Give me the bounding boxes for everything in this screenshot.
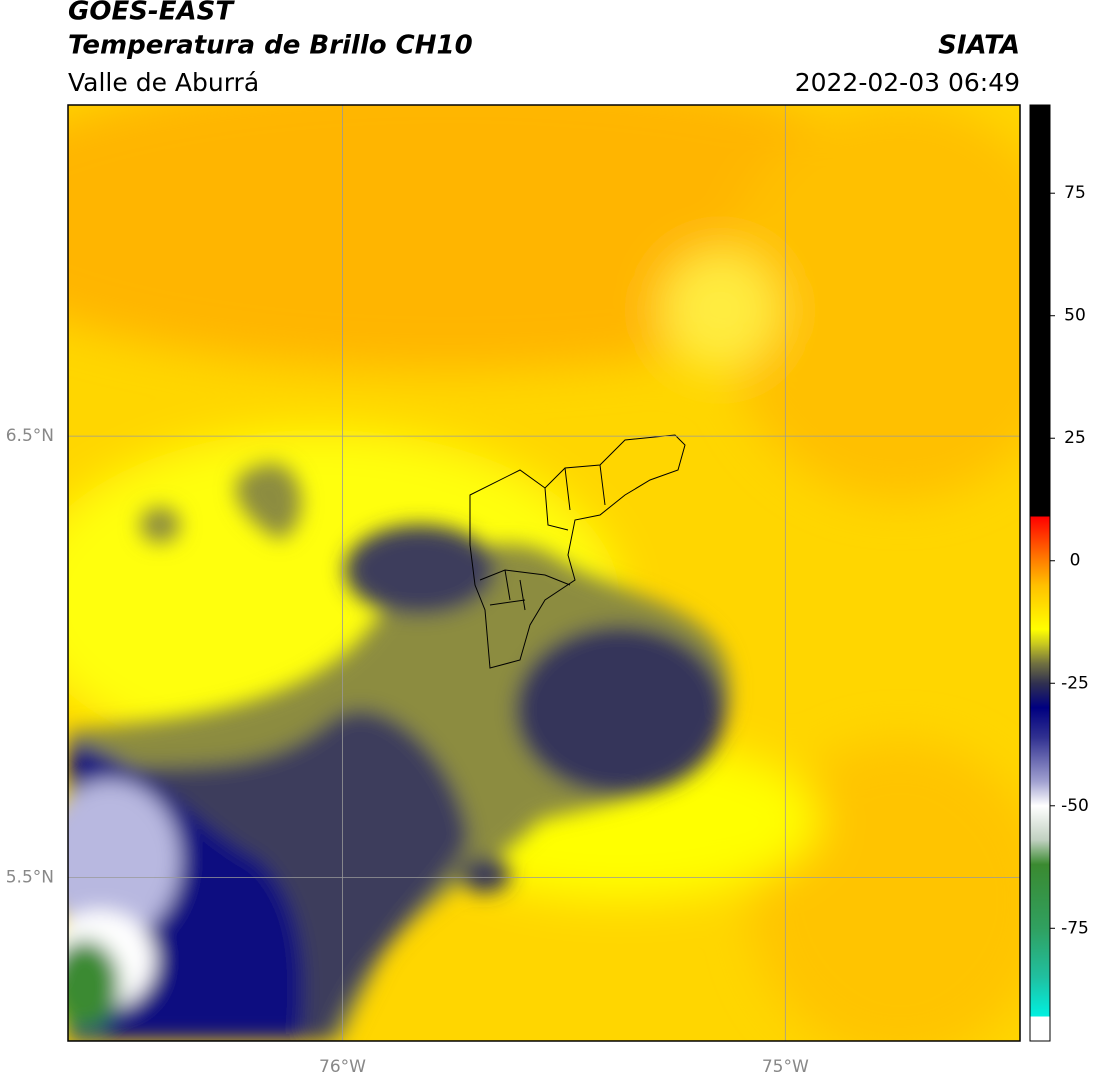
colorbar-tick-label: -25 [1061,673,1089,693]
subtitle: Temperatura de Brillo CH10 [68,31,473,61]
colorbar-tick-label: -75 [1061,918,1089,938]
y-tick-label: 5.5°N [6,868,54,888]
title: GOES-EAST [68,0,235,27]
colorbar-tick-label: 25 [1064,428,1086,448]
x-tick-label: 75°W [762,1057,809,1077]
colorbar-tick-label: 75 [1064,183,1086,203]
imagery [68,105,1020,1041]
colorbar-tick-label: 0 [1070,551,1081,571]
region: Valle de Aburrá [68,68,259,97]
boundaries [469,434,686,669]
colorbar-tick-label: -50 [1061,796,1089,816]
colorbar-tick-label: 50 [1064,306,1086,326]
source: SIATA [938,31,1020,61]
x-tick-label: 76°W [319,1057,366,1077]
y-tick-label: 6.5°N [6,426,54,446]
map-frame [67,104,1021,1042]
colorbar [1029,104,1051,1042]
datetime: 2022-02-03 06:49 [795,68,1020,97]
